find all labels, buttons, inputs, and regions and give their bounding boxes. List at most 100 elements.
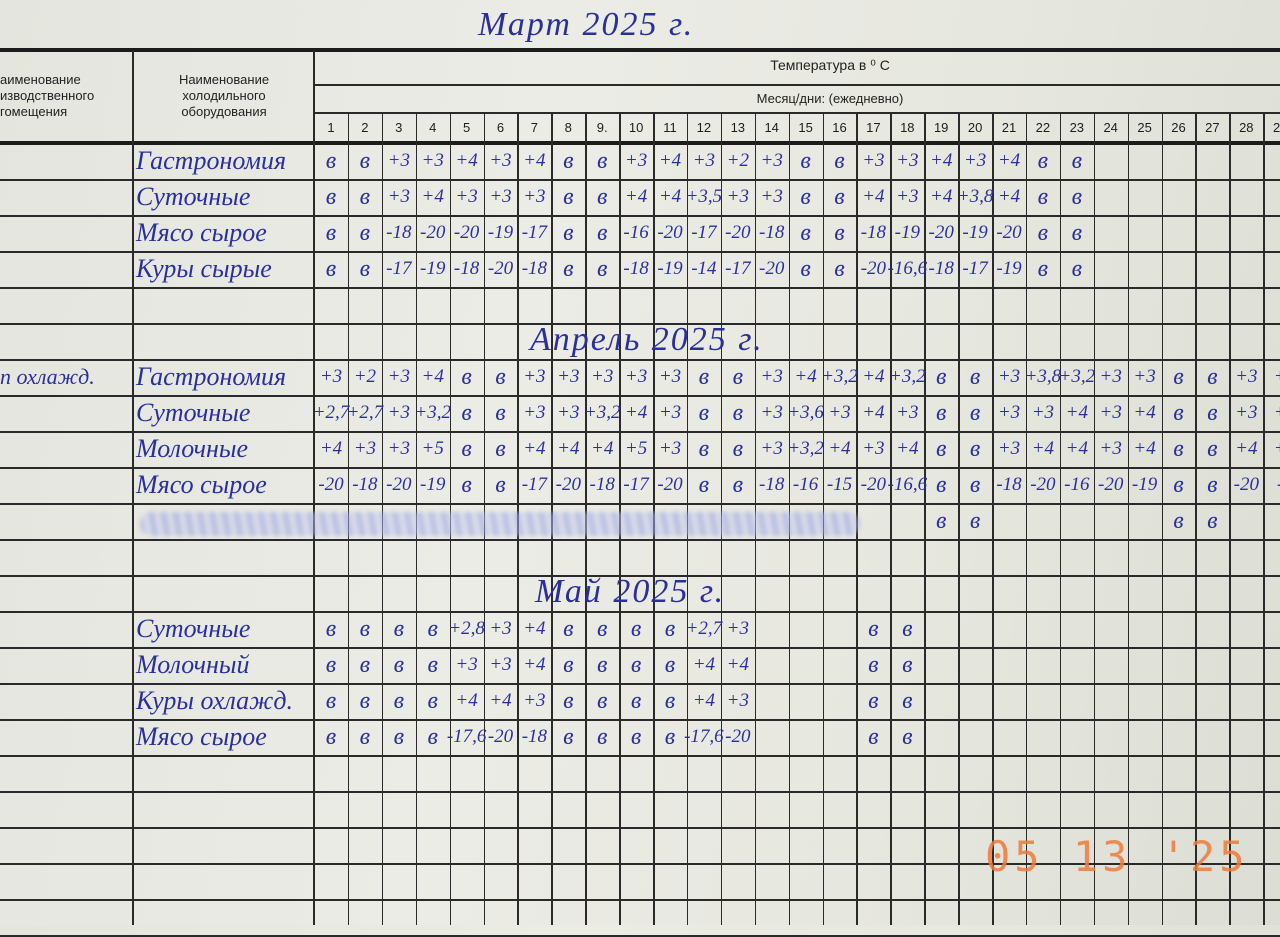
temperature-reading: +4 bbox=[455, 690, 478, 711]
temperature-reading: +3 bbox=[726, 186, 749, 207]
temperature-reading: +3 bbox=[624, 366, 648, 387]
day-number: 13 bbox=[730, 120, 746, 135]
temperature-reading: в bbox=[630, 723, 642, 750]
column-rule bbox=[1263, 113, 1265, 925]
temperature-reading: +3 bbox=[997, 438, 1021, 459]
temperature-reading: -16 bbox=[623, 222, 649, 243]
day-number: 7 bbox=[530, 120, 538, 135]
temperature-reading: в bbox=[664, 651, 676, 678]
temperature-reading: +3,8 bbox=[956, 186, 994, 207]
equipment-name: Молочный bbox=[136, 650, 250, 679]
temperature-reading: -19 bbox=[420, 474, 446, 495]
temperature-reading: +3 bbox=[523, 186, 546, 207]
temperature-reading: -20 bbox=[860, 474, 887, 495]
temperature-reading: +4 bbox=[726, 654, 749, 675]
struck-out-row bbox=[140, 512, 860, 536]
row-rule bbox=[0, 359, 1280, 361]
row-rule bbox=[0, 539, 1280, 541]
temperature-reading: в bbox=[868, 687, 879, 714]
temperature-reading: -20 bbox=[657, 222, 683, 243]
temperature-reading: в bbox=[563, 255, 574, 282]
temperature-reading: +3 bbox=[896, 186, 919, 207]
room-column-header: аименование изводственного гомещения bbox=[0, 72, 95, 119]
temperature-reading: -19 bbox=[487, 222, 514, 243]
photo-date-stamp: 05 13 '25 bbox=[985, 832, 1249, 881]
temperature-reading: +4 bbox=[624, 186, 648, 207]
row-rule bbox=[0, 287, 1280, 289]
temperature-reading: -17 bbox=[623, 474, 649, 495]
temperature-reading: в bbox=[1207, 435, 1218, 462]
temperature-reading: в bbox=[1207, 399, 1218, 426]
temperature-reading: в bbox=[596, 615, 608, 642]
column-rule bbox=[1161, 113, 1163, 925]
temperature-reading: в bbox=[563, 651, 574, 678]
month-days-header: Месяц/дни: (ежедневно) bbox=[756, 91, 904, 106]
temperature-reading: +5 bbox=[624, 438, 648, 459]
temperature-reading: -20 bbox=[318, 474, 344, 495]
temperature-reading: -18 bbox=[860, 222, 887, 243]
temperature-reading: +3 bbox=[489, 618, 512, 639]
temperature-reading: +4 bbox=[523, 150, 546, 171]
temperature-reading: +4 bbox=[1031, 438, 1055, 459]
temperature-reading: в bbox=[800, 255, 811, 282]
column-rule bbox=[1093, 113, 1096, 925]
temperature-reading: +4 bbox=[896, 438, 919, 459]
temperature-reading: -14 bbox=[691, 258, 717, 279]
temperature-reading: -16,6 bbox=[887, 258, 928, 279]
header-top-rule bbox=[0, 48, 1280, 52]
temperature-reading: в bbox=[664, 687, 676, 714]
temperature-reading: в bbox=[698, 363, 710, 390]
temperature-reading: +3 bbox=[421, 150, 444, 171]
temperature-reading: -20 bbox=[487, 258, 514, 279]
temperature-reading: +3,2 bbox=[787, 438, 824, 459]
temperature-reading: +4 bbox=[1065, 438, 1088, 459]
temperature-reading: +3,6 bbox=[787, 402, 824, 423]
temperature-reading: в bbox=[969, 399, 981, 426]
row-rule bbox=[0, 611, 1280, 613]
temperature-reading: +3 bbox=[1133, 366, 1156, 387]
equipment-name: Куры сырые bbox=[136, 254, 272, 283]
temperature-reading: -20 bbox=[928, 222, 954, 243]
temperature-reading: +2 bbox=[353, 366, 377, 387]
temperature-reading: в bbox=[935, 399, 947, 426]
temperature-reading: +4 bbox=[692, 654, 716, 675]
temperature-reading: в bbox=[359, 183, 371, 210]
temperature-reading: в bbox=[325, 687, 337, 714]
row-rule bbox=[0, 683, 1280, 685]
temperature-reading: +3,5 bbox=[685, 186, 723, 207]
temperature-reading: -20 bbox=[555, 474, 581, 495]
temperature-reading: +3 bbox=[862, 150, 885, 171]
temperature-reading: в bbox=[969, 471, 981, 498]
temperature-reading: +4 bbox=[319, 438, 343, 459]
temperature-reading: +2,7 bbox=[346, 402, 384, 423]
temperature-reading: в bbox=[800, 183, 811, 210]
temperature-reading: -17 bbox=[521, 222, 548, 243]
temperature-reading: в bbox=[325, 723, 337, 750]
row-rule bbox=[0, 467, 1280, 469]
temperature-reading: -17 bbox=[521, 474, 548, 495]
day-number: 22 bbox=[1035, 120, 1051, 135]
equipment-name: Мясо сырое bbox=[136, 722, 267, 751]
temperature-reading: -19 bbox=[894, 222, 920, 243]
temperature-reading: -20 bbox=[487, 726, 514, 747]
temperature-reading: в bbox=[427, 687, 438, 714]
temperature-reading: в bbox=[698, 471, 710, 498]
temperature-reading: в bbox=[461, 435, 472, 462]
temperature-reading: в bbox=[664, 723, 676, 750]
temperature-reading: в bbox=[935, 507, 947, 534]
temperature-reading: в bbox=[596, 651, 608, 678]
temperature-reading: +3 bbox=[1099, 402, 1122, 423]
temperature-reading: +3 bbox=[523, 690, 546, 711]
temperature-reading: +3 bbox=[997, 366, 1021, 387]
day-number: 12 bbox=[696, 120, 712, 135]
temperature-reading: в bbox=[969, 435, 981, 462]
temperature-reading: -16 bbox=[792, 474, 819, 495]
month-title: Май 2025 г. bbox=[535, 573, 726, 610]
row-rule bbox=[0, 215, 1280, 217]
temperature-reading: +3,2 bbox=[821, 366, 858, 387]
temperature-reading: -20 bbox=[420, 222, 446, 243]
temperature-reading: в bbox=[461, 363, 472, 390]
temperature-reading: в bbox=[868, 615, 879, 642]
temperature-reading: в bbox=[495, 435, 506, 462]
day-number: 28 bbox=[1239, 120, 1254, 135]
